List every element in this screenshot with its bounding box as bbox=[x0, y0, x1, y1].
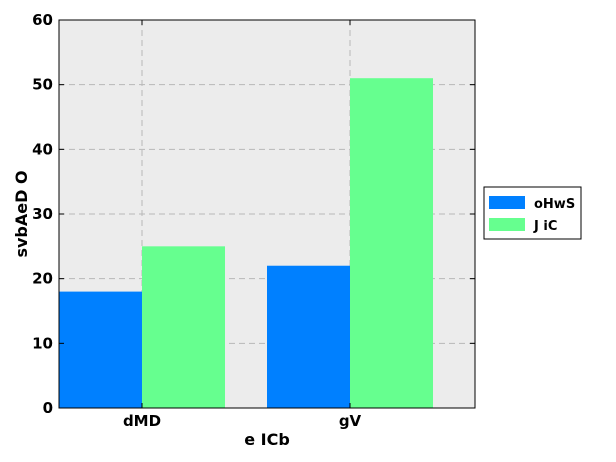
x-tick-label: dMD bbox=[123, 412, 161, 430]
y-tick-label: 10 bbox=[32, 334, 53, 352]
bar-oHwS-dMD bbox=[59, 291, 142, 408]
y-tick-label: 50 bbox=[32, 76, 53, 94]
legend-swatch bbox=[489, 218, 525, 231]
bar-J-iC-gV bbox=[350, 78, 433, 408]
y-axis-label: svbAeD O bbox=[12, 170, 31, 257]
legend-box bbox=[483, 186, 582, 240]
x-tick-label: gV bbox=[339, 412, 362, 430]
legend-swatch bbox=[489, 196, 525, 209]
bar-oHwS-gV bbox=[267, 265, 350, 408]
ticks-group: 0 10 20 30 40 50 60 dMD gV bbox=[32, 11, 475, 430]
y-tick-label: 30 bbox=[32, 205, 53, 223]
y-tick-label: 20 bbox=[32, 270, 53, 288]
legend: oHwS J iC bbox=[483, 186, 582, 240]
y-tick-label: 60 bbox=[32, 11, 53, 29]
y-tick-label: 0 bbox=[43, 399, 53, 417]
legend-label: oHwS bbox=[534, 197, 575, 212]
legend-label: J iC bbox=[533, 219, 557, 234]
y-tick-label: 40 bbox=[32, 140, 53, 158]
bar-J-iC-dMD bbox=[142, 246, 225, 408]
x-axis-label: e ICb bbox=[244, 430, 290, 449]
bars-group bbox=[59, 78, 433, 408]
